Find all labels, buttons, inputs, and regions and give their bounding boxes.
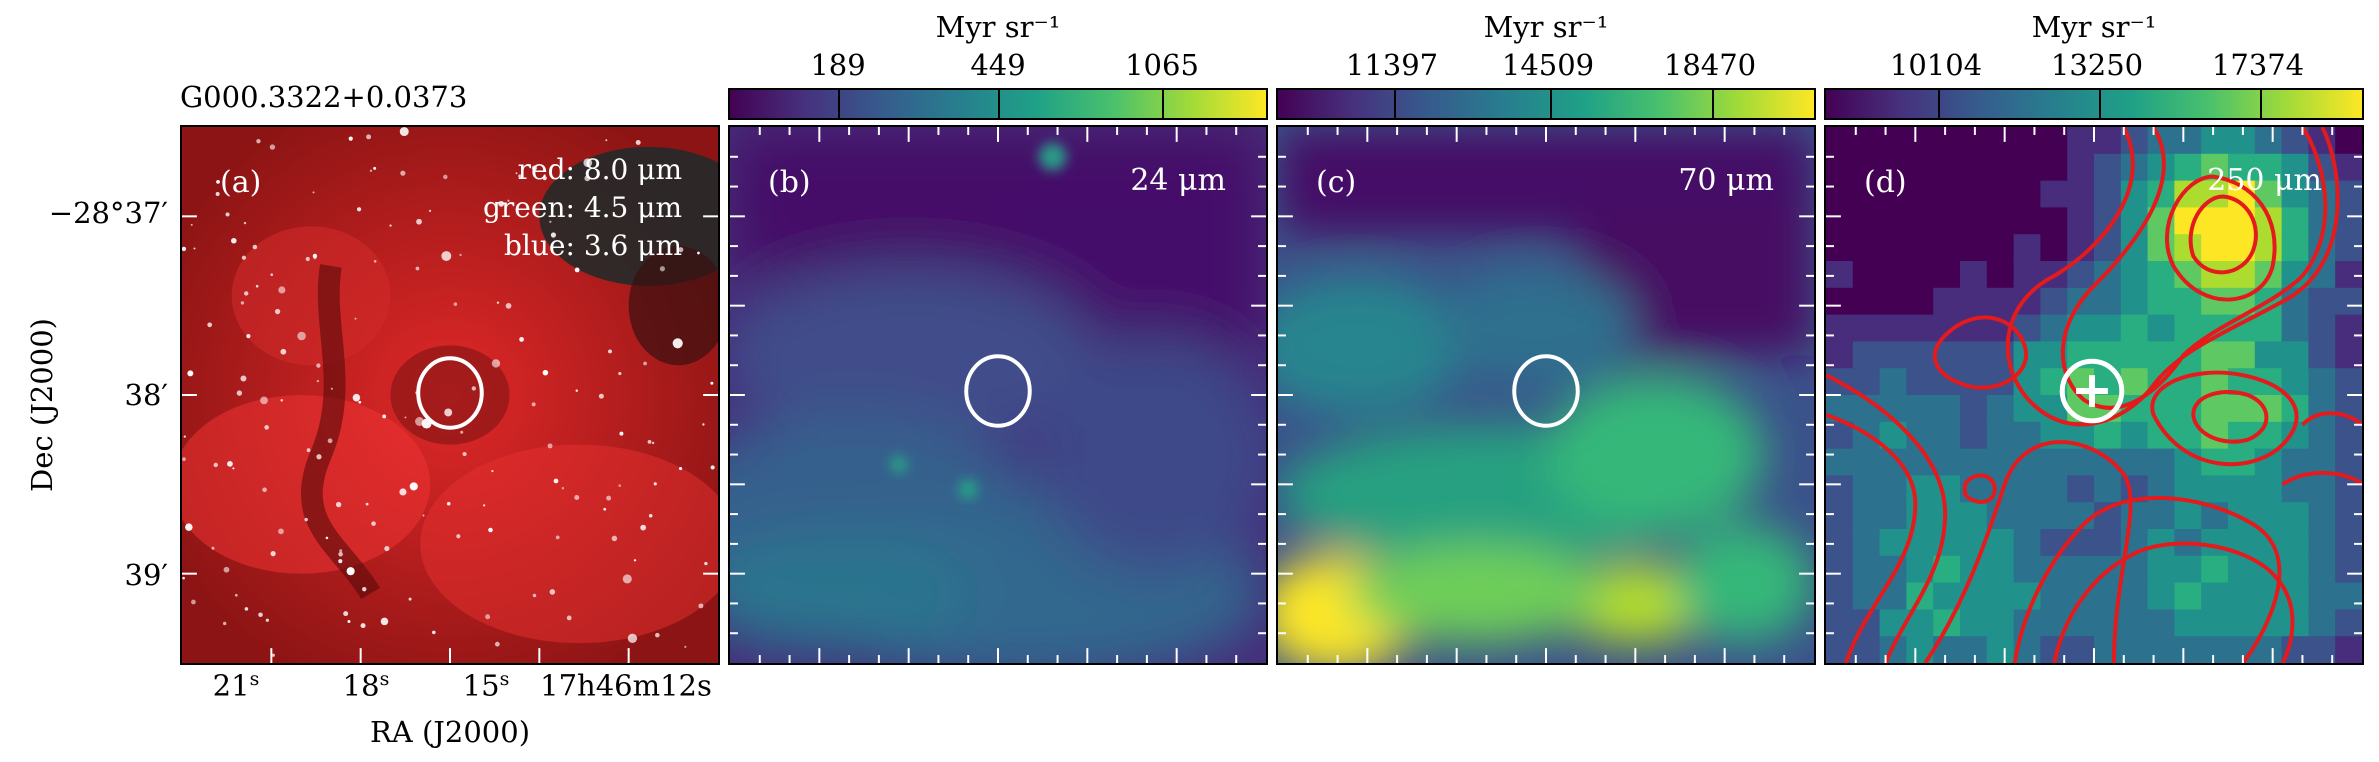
colorbar-tick-d-2: 13250 <box>2050 48 2144 82</box>
target-ellipse <box>1512 354 1580 428</box>
legend-blue: blue: 3.6 μm <box>504 229 682 262</box>
ra-tick-17h46m12s: 17h46m12s <box>540 668 712 703</box>
rgb-composite-image <box>182 127 718 663</box>
colorbar-gradient-c <box>1276 88 1816 120</box>
panel-d-250um-image: (d) 250 μm <box>1824 125 2364 665</box>
legend-red: red: 8.0 μm <box>517 153 682 186</box>
legend-green: green: 4.5 μm <box>483 191 682 224</box>
panel-c-70um-image: (c) 70 μm <box>1276 125 1816 665</box>
source-name: G000.3322+0.0373 <box>180 80 468 114</box>
panel-label-c: (c) <box>1316 165 1357 200</box>
colorbar-unit-d: Myr sr⁻¹ <box>2031 10 2157 44</box>
y-axis-label: Dec (J2000) <box>25 318 59 492</box>
spire250-image <box>1826 127 2362 663</box>
target-ellipse <box>964 354 1032 428</box>
colorbar-tick-b-2: 449 <box>970 48 1026 82</box>
mips24-image <box>730 127 1266 663</box>
ra-tick-18s: 18s <box>342 668 390 703</box>
panel-label-b: (b) <box>768 165 811 200</box>
wavelength-label-c: 70 μm <box>1678 163 1774 198</box>
ra-tick-15s: 15s <box>462 668 510 703</box>
source-marker-circle <box>2059 358 2125 424</box>
colorbar-tick-d-3: 17374 <box>2211 48 2305 82</box>
colorbar-unit-c: Myr sr⁻¹ <box>1483 10 1609 44</box>
panel-b-24um-image: (b) 24 μm <box>728 125 1268 665</box>
colorbar-tick-c-2: 14509 <box>1501 48 1595 82</box>
dec-tick-37: −28°37′ <box>48 196 168 230</box>
rgb-channel-legend: red: 8.0 μm green: 4.5 μm blue: 3.6 μm <box>483 151 682 265</box>
colorbar-tick-b-3: 1065 <box>1125 48 1199 82</box>
dec-tick-38: 38′ <box>124 378 169 412</box>
colorbar-tick-d-1: 10104 <box>1889 48 1983 82</box>
panel-label-a: (a) <box>220 165 262 200</box>
wavelength-label-b: 24 μm <box>1130 163 1226 198</box>
wavelength-label-d: 250 μm <box>2207 163 2322 198</box>
panel-a-rgb-image: (a) red: 8.0 μm green: 4.5 μm blue: 3.6 … <box>180 125 720 665</box>
source-position-cross <box>2076 375 2108 407</box>
ra-tick-21s: 21s <box>212 668 260 703</box>
target-ellipse <box>416 356 484 430</box>
colorbar-gradient-d <box>1824 88 2364 120</box>
x-axis-label: RA (J2000) <box>369 715 531 749</box>
panel-label-d: (d) <box>1864 165 1907 200</box>
pacs70-image <box>1278 127 1814 663</box>
colorbar-tick-c-1: 11397 <box>1345 48 1439 82</box>
dec-tick-39: 39′ <box>124 558 169 592</box>
colorbar-tick-c-3: 18470 <box>1663 48 1757 82</box>
colorbar-unit-b: Myr sr⁻¹ <box>935 10 1061 44</box>
colorbar-gradient-b <box>728 88 1268 120</box>
contour-lines <box>1826 127 2362 663</box>
colorbar-tick-b-1: 189 <box>810 48 866 82</box>
